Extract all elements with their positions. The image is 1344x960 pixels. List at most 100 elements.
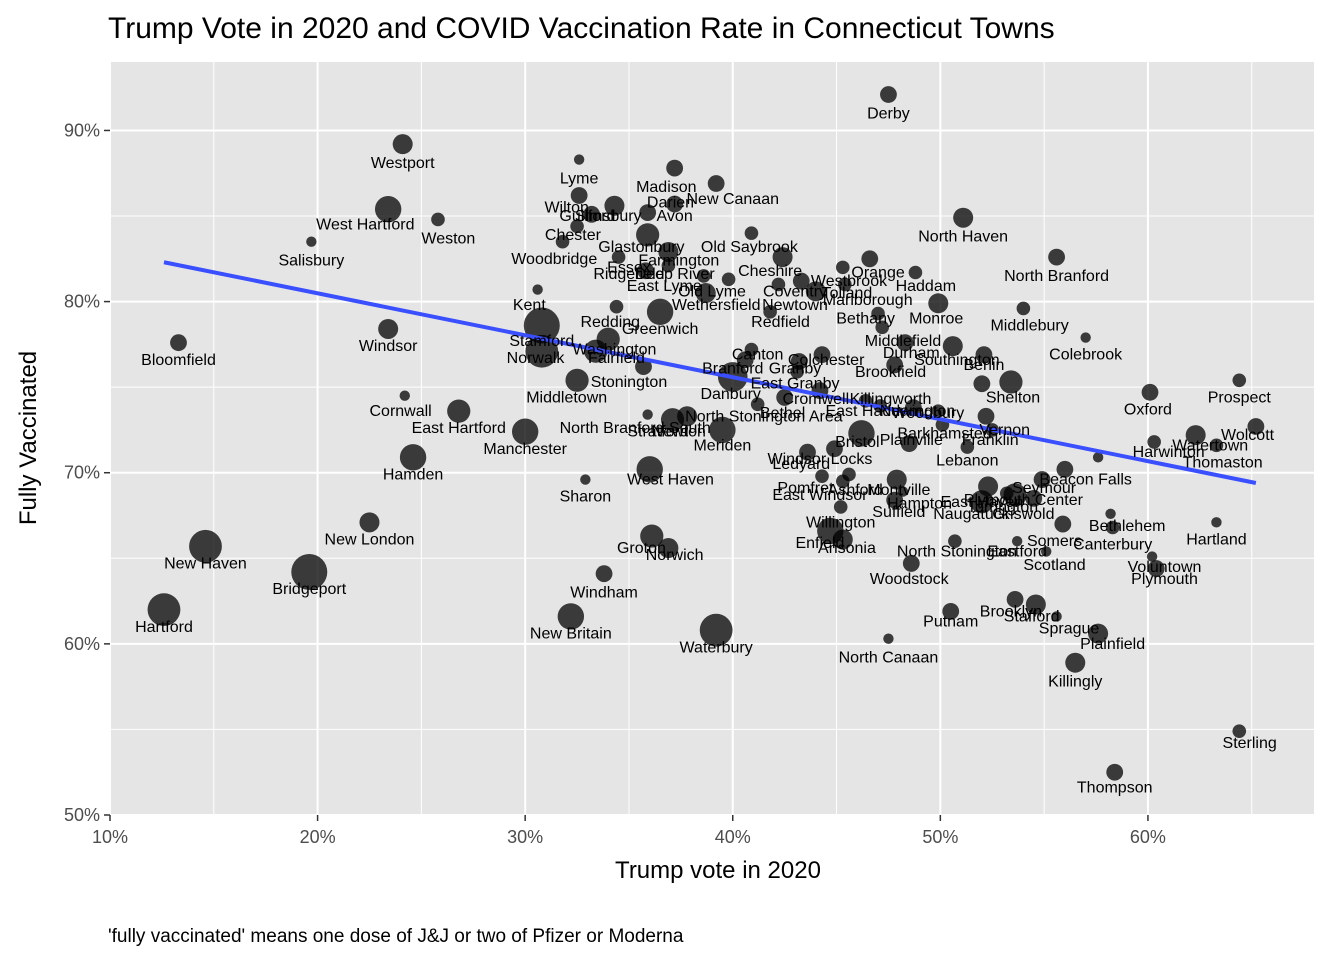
point-label: Simsbury [575, 208, 642, 225]
data-point [392, 134, 413, 155]
data-point [948, 534, 962, 548]
point-label: Wilton [544, 199, 588, 216]
data-point [897, 486, 909, 497]
point-label: Westbrook [811, 273, 888, 290]
data-point [677, 406, 698, 427]
data-point [707, 175, 725, 192]
point-label: West Haven [627, 472, 714, 489]
data-point [1147, 560, 1165, 577]
data-point [1247, 418, 1265, 435]
point-label: Bethel [760, 405, 805, 422]
point-label: Glastonbury [598, 239, 684, 256]
chart-title: Trump Vote in 2020 and COVID Vaccination… [108, 12, 1055, 45]
point-label: North Canaan [839, 650, 939, 667]
major-gridlines [109, 62, 1314, 816]
point-label: Brookfield [855, 364, 926, 381]
data-point [1141, 383, 1159, 401]
point-label: Thompson [1077, 780, 1153, 797]
data-point [1056, 460, 1074, 478]
data-point [636, 456, 663, 483]
point-label: North Branford South [560, 420, 711, 437]
data-point [447, 399, 471, 423]
point-label: Plainfield [1080, 636, 1145, 653]
point-label: Montville [867, 482, 930, 499]
point-label: Naugatuck [933, 506, 1010, 523]
x-tick-label: 20% [300, 827, 336, 847]
data-point [900, 435, 918, 453]
point-label: Chester [545, 227, 602, 244]
point-label: Tolland [822, 285, 873, 302]
point-label: Coventry [763, 283, 827, 300]
data-point [861, 250, 879, 268]
data-point [750, 397, 765, 412]
data-point [378, 318, 399, 339]
data-point [511, 418, 539, 445]
data-point [833, 500, 848, 514]
point-label: Hartland [1186, 531, 1246, 548]
data-point [975, 346, 993, 364]
data-point [792, 272, 810, 290]
point-label: Darien [647, 194, 694, 211]
data-point [595, 565, 613, 583]
y-tick-label: 70% [64, 463, 100, 483]
data-point [721, 272, 736, 287]
point-label: Guilford [559, 208, 615, 225]
data-point [637, 262, 654, 280]
point-label: New Haven [164, 555, 247, 572]
data-point [666, 159, 684, 177]
point-label: Brooklyn [980, 603, 1042, 620]
point-label: Woodstock [870, 571, 950, 588]
point-label: North Stonington [897, 543, 1017, 560]
point-label: Somers [1027, 533, 1082, 550]
data-point [832, 529, 853, 550]
data-point [1105, 520, 1120, 535]
point-label: Newton [652, 424, 706, 441]
data-point [960, 440, 975, 454]
point-label: Stonington [591, 374, 668, 391]
data-point [1003, 483, 1027, 507]
data-point [639, 204, 657, 222]
point-label: Plymouth [1131, 571, 1198, 588]
point-label: East Hartford [412, 420, 506, 437]
chart-caption: 'fully vaccinated' means one dose of J&J… [108, 926, 684, 947]
point-label: Wolcott [1221, 427, 1275, 444]
point-label: East Granby [751, 376, 840, 393]
data-point [886, 469, 907, 490]
data-point [744, 342, 759, 357]
data-point [642, 409, 653, 420]
data-point [557, 603, 585, 630]
data-point [776, 389, 794, 406]
data-point [570, 187, 588, 204]
point-label: Killingworth [850, 391, 932, 408]
point-label: Redfield [751, 314, 810, 331]
data-point [1232, 724, 1247, 738]
point-label: Putnam [923, 614, 978, 631]
data-point [953, 207, 974, 228]
point-label: Bethlehem [1089, 518, 1166, 535]
data-point [658, 538, 679, 559]
point-label: East Windsor [772, 487, 868, 504]
x-tick-label: 30% [507, 827, 543, 847]
data-point [580, 474, 591, 485]
data-point [696, 269, 711, 283]
data-point [875, 320, 890, 335]
point-label: Sharon [560, 489, 612, 506]
point-label: East Lyme [627, 278, 702, 295]
data-point [525, 334, 559, 368]
point-label: Newtown [762, 297, 828, 314]
data-point [640, 524, 664, 548]
data-point [1065, 652, 1086, 673]
point-label: Bloomfield [141, 352, 216, 369]
data-point [189, 529, 222, 563]
point-label: Cromwell [782, 391, 849, 408]
x-axis: 10% 20% 30% 40% 50% 60% [92, 815, 1166, 847]
data-point [942, 336, 963, 357]
point-label: Windsor Locks [767, 451, 872, 468]
point-label: Middletown [526, 389, 607, 406]
point-label: Farmington [638, 253, 719, 270]
point-label: Haddam [896, 278, 956, 295]
data-point [799, 443, 816, 461]
data-point [1011, 535, 1023, 547]
data-point [973, 375, 991, 393]
